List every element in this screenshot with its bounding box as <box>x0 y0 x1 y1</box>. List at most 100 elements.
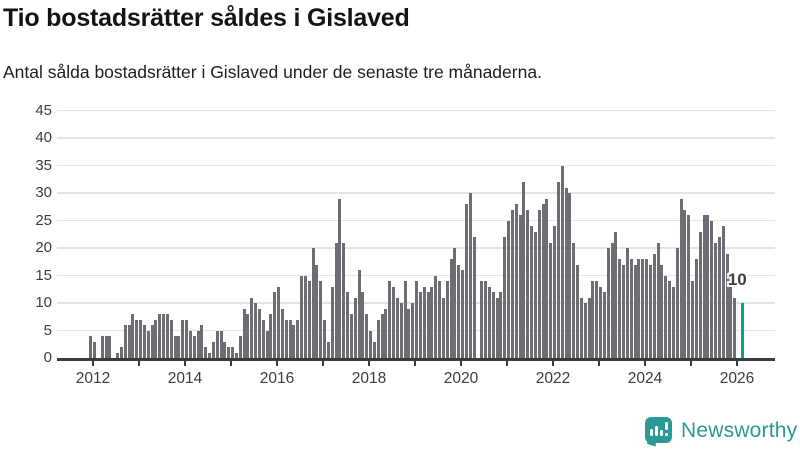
bar <box>399 303 403 358</box>
bar <box>192 336 196 358</box>
bar <box>139 319 143 358</box>
bar <box>687 215 691 358</box>
bar <box>384 308 388 358</box>
bar <box>602 292 606 358</box>
bar <box>388 281 392 358</box>
bar <box>487 286 491 358</box>
bar <box>219 330 223 358</box>
bar <box>641 259 645 358</box>
x-tick-label: 2024 <box>627 370 663 387</box>
logo-exclamation-dot-icon <box>665 432 669 436</box>
bar <box>154 319 158 358</box>
bar <box>725 253 729 358</box>
bar <box>445 281 449 358</box>
bar <box>108 336 112 358</box>
bar <box>664 275 668 358</box>
bar <box>185 319 189 358</box>
bar <box>288 319 292 358</box>
bar <box>231 347 235 358</box>
bar <box>648 264 652 358</box>
bar <box>181 319 185 358</box>
bar <box>246 314 250 358</box>
bar <box>671 286 675 358</box>
bar <box>675 248 679 358</box>
bar <box>326 341 330 358</box>
bar <box>292 325 296 358</box>
bar <box>280 308 284 358</box>
gridline <box>57 109 775 112</box>
bar <box>415 281 419 358</box>
bar <box>645 259 649 358</box>
bar <box>116 352 120 358</box>
bar <box>411 303 415 358</box>
bar <box>123 325 127 358</box>
bar <box>618 259 622 358</box>
gridline <box>57 274 775 277</box>
bar <box>169 319 173 358</box>
bar <box>250 297 254 358</box>
bar <box>135 319 139 358</box>
bar <box>710 220 714 358</box>
x-axis-tick <box>644 360 646 366</box>
bar <box>380 314 384 358</box>
bar <box>438 281 442 358</box>
bar <box>296 319 300 358</box>
bar <box>449 259 453 358</box>
bar <box>349 314 353 358</box>
x-tick-label: 2016 <box>259 370 295 387</box>
bar <box>560 165 564 358</box>
bar <box>533 231 537 358</box>
x-axis-tick <box>598 360 600 366</box>
bar <box>441 297 445 358</box>
y-tick-label: 30 <box>35 184 52 201</box>
x-axis-tick <box>276 360 278 366</box>
bar <box>522 182 526 358</box>
bar <box>338 198 342 358</box>
bar <box>119 347 123 358</box>
bar <box>196 330 200 358</box>
bar <box>595 281 599 358</box>
page-subtitle: Antal sålda bostadsrätter i Gislaved und… <box>3 62 542 82</box>
x-axis-tick <box>368 360 370 366</box>
bar <box>491 292 495 358</box>
bar <box>683 209 687 358</box>
bar <box>622 264 626 358</box>
x-axis-line <box>57 358 775 361</box>
bar <box>303 275 307 358</box>
bar <box>468 193 472 358</box>
bar <box>572 242 576 358</box>
logo-chart-bar-icon <box>655 426 659 436</box>
bar <box>457 264 461 358</box>
bar <box>257 308 261 358</box>
bar <box>323 319 327 358</box>
y-tick-label: 5 <box>43 321 52 339</box>
bar <box>668 281 672 358</box>
x-axis-tick <box>552 360 554 366</box>
bar <box>526 209 530 358</box>
bar <box>541 204 545 358</box>
x-axis-tick <box>736 360 738 366</box>
bar <box>579 297 583 358</box>
bar <box>499 292 503 358</box>
bar <box>265 330 269 358</box>
bar <box>568 193 572 358</box>
x-axis-tick <box>414 360 416 366</box>
bar <box>629 259 633 358</box>
bar <box>514 204 518 358</box>
bar <box>311 248 315 358</box>
bar <box>537 209 541 358</box>
bar <box>330 286 334 358</box>
page-title: Tio bostadsrätter såldes i Gislaved <box>3 4 410 32</box>
bar <box>430 286 434 358</box>
last-value-label: 10 <box>727 270 747 289</box>
bar <box>234 352 238 358</box>
bar <box>495 297 499 358</box>
x-axis-tick <box>506 360 508 366</box>
bar <box>426 292 430 358</box>
bar <box>625 248 629 358</box>
bar <box>89 336 93 358</box>
bar <box>150 325 154 358</box>
bar <box>357 270 361 358</box>
bar <box>342 242 346 358</box>
x-axis-tick <box>460 360 462 366</box>
